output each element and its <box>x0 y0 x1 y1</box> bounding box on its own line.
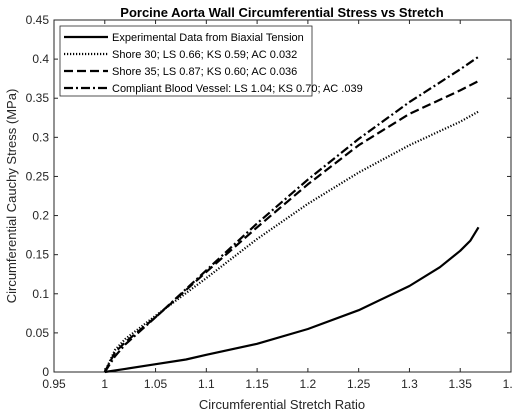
y-tick-label: 0.45 <box>26 13 50 27</box>
series-line-3 <box>103 55 480 373</box>
legend-label-1: Shore 30; LS 0.66; KS 0.59; AC 0.032 <box>112 49 297 61</box>
x-tick-label: 1.2 <box>300 377 317 391</box>
x-tick-label: 1.35 <box>449 377 473 391</box>
x-tick-label: 1.05 <box>144 377 168 391</box>
x-tick-label: 1.4 <box>503 377 512 391</box>
legend-label-2: Shore 35; LS 0.87; KS 0.60; AC 0.036 <box>112 66 297 78</box>
y-axis-label: Circumferential Cauchy Stress (MPa) <box>4 89 19 304</box>
x-tick-label: 1 <box>101 377 108 391</box>
series-lines <box>103 55 480 374</box>
y-axis-ticks: 0 0.05 0.1 0.15 0.2 0.25 0.3 0.35 0.4 0.45 <box>26 13 511 379</box>
series-line-0 <box>104 226 480 374</box>
x-tick-label: 1.25 <box>347 377 371 391</box>
x-tick-label: 1.1 <box>198 377 215 391</box>
x-tick-label: 1.15 <box>245 377 269 391</box>
legend-label-3: Compliant Blood Vessel: LS 1.04; KS 0.70… <box>112 83 363 95</box>
y-tick-label: 0.1 <box>32 287 49 301</box>
x-axis-label: Circumferential Stretch Ratio <box>199 397 365 412</box>
x-axis-ticks: 0.95 1 1.05 1.1 1.15 1.2 1.25 1.3 1.35 1.4 <box>42 20 512 391</box>
y-tick-label: 0 <box>42 365 49 379</box>
legend: Experimental Data from Biaxial Tension Sh… <box>59 25 363 97</box>
x-tick-label: 1.3 <box>401 377 418 391</box>
y-tick-label: 0.25 <box>26 169 50 183</box>
x-tick-label: 0.95 <box>42 377 66 391</box>
y-tick-label: 0.15 <box>26 248 50 262</box>
y-tick-label: 0.35 <box>26 91 50 105</box>
y-tick-label: 0.3 <box>32 130 49 144</box>
y-tick-label: 0.4 <box>32 52 49 66</box>
chart-title: Porcine Aorta Wall Circumferential Stres… <box>120 5 443 20</box>
series-line-1 <box>103 110 480 373</box>
y-tick-label: 0.2 <box>32 209 49 223</box>
y-tick-label: 0.05 <box>26 326 50 340</box>
series-line-2 <box>103 80 480 373</box>
legend-label-0: Experimental Data from Biaxial Tension <box>112 32 304 44</box>
